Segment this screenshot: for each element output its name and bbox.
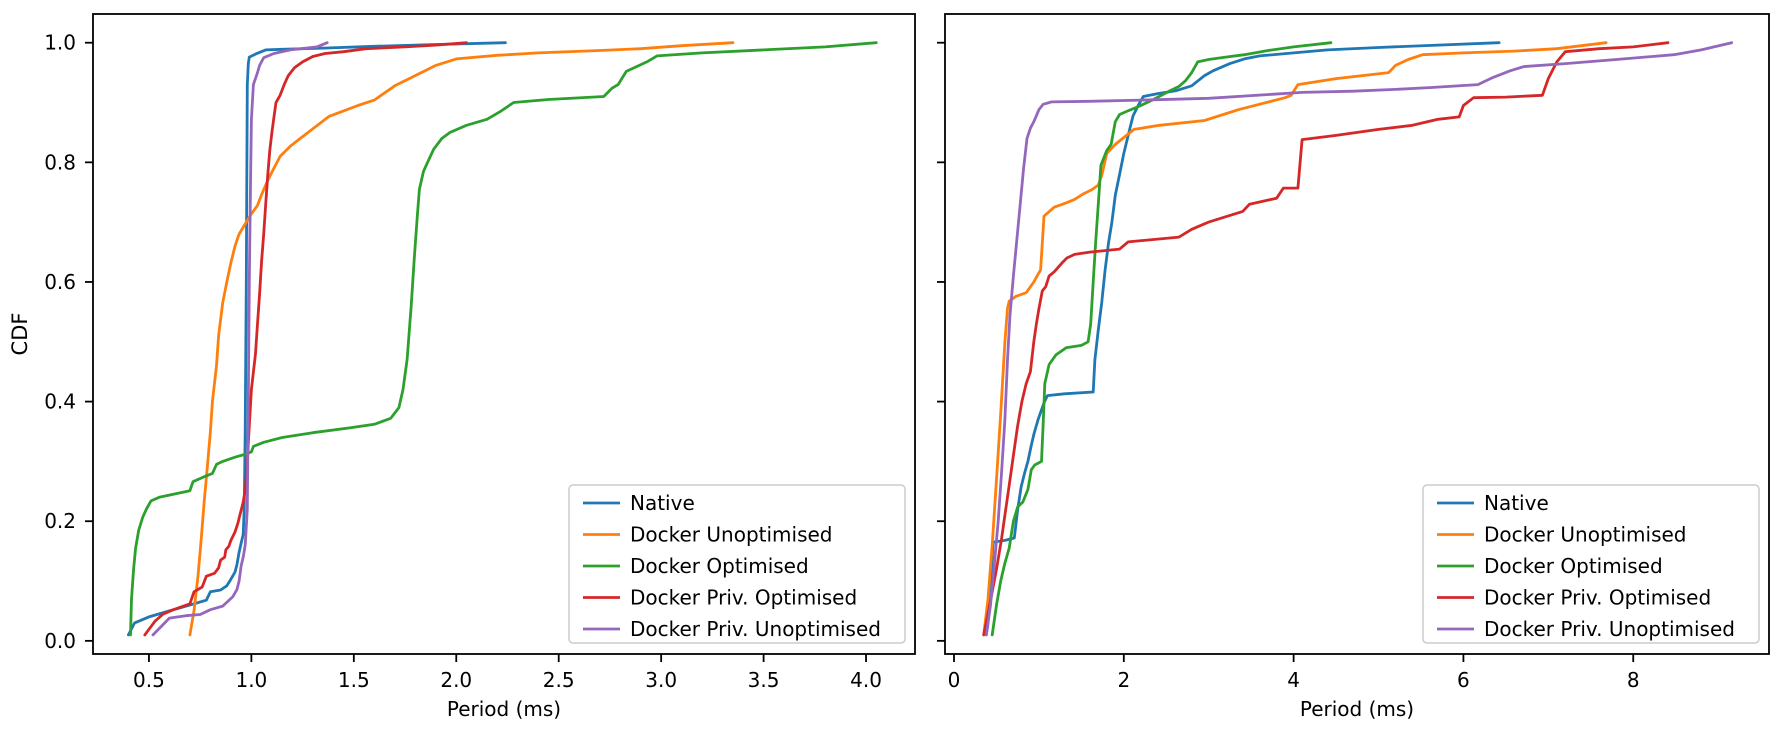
x-tick-label: 3.0: [645, 668, 677, 692]
series-line-docker-priv-unoptimised: [151, 41, 329, 637]
x-tick-label: 4: [1287, 668, 1300, 692]
y-tick-label: 0.0: [44, 629, 76, 653]
series-line-native: [126, 41, 507, 637]
legend-label: Docker Priv. Unoptimised: [630, 617, 881, 641]
legend-label: Native: [630, 491, 695, 515]
legend-label: Docker Priv. Optimised: [630, 586, 857, 610]
left-cdf-plot-legend: Native Docker Unoptimised Docker Optimised…: [568, 484, 906, 644]
y-tick-label: 0.6: [44, 270, 76, 294]
series-line-docker-optimised: [990, 41, 1333, 637]
legend-item-docker-priv-optimised: Docker Priv. Optimised: [1437, 586, 1711, 610]
legend-label: Native: [1484, 491, 1549, 515]
legend-label: Docker Unoptimised: [630, 523, 833, 547]
legend-item-native: Native: [1437, 491, 1549, 515]
legend-label: Docker Priv. Optimised: [1484, 586, 1711, 610]
left-cdf-plot-x-axis: 0.5 1.0 1.5 2.0 2.5 3.0 3.5 4.0: [133, 654, 882, 692]
legend-item-docker-optimised: Docker Optimised: [583, 554, 809, 578]
legend-label: Docker Unoptimised: [1484, 523, 1687, 547]
y-tick-label: 0.2: [44, 509, 76, 533]
series-line-docker-priv-unoptimised: [984, 41, 1734, 637]
x-tick-label: 0.5: [133, 668, 165, 692]
y-tick-label: 0.4: [44, 390, 76, 414]
x-tick-label: 4.0: [850, 668, 882, 692]
x-tick-label: 1.5: [338, 668, 370, 692]
legend-item-docker-unoptimised: Docker Unoptimised: [1437, 523, 1687, 547]
series-line-docker-priv-optimised: [143, 41, 468, 637]
legend-label: Docker Optimised: [1484, 554, 1663, 578]
left-cdf-plot-xlabel: Period (ms): [447, 697, 561, 721]
x-tick-label: 2.5: [543, 668, 575, 692]
x-tick-label: 8: [1627, 668, 1640, 692]
x-tick-label: 0: [948, 668, 961, 692]
right-cdf-plot-spines: [944, 13, 1770, 655]
series-line-docker-priv-optimised: [982, 41, 1670, 637]
legend-item-docker-priv-optimised: Docker Priv. Optimised: [583, 586, 857, 610]
legend-box: [1422, 484, 1760, 644]
series-line-docker-optimised: [129, 41, 878, 637]
x-tick-label: 2.0: [440, 668, 472, 692]
left-cdf-plot-ylabel: CDF: [8, 313, 32, 356]
right-cdf-plot-series: [982, 41, 1734, 637]
legend-item-docker-priv-unoptimised: Docker Priv. Unoptimised: [583, 617, 881, 641]
legend-label: Docker Priv. Unoptimised: [1484, 617, 1735, 641]
legend-box: [568, 484, 906, 644]
y-tick-label: 1.0: [44, 31, 76, 55]
right-cdf-plot-legend: Native Docker Unoptimised Docker Optimised…: [1422, 484, 1760, 644]
left-cdf-plot: 0.5 1.0 1.5 2.0 2.5 3.0 3.5 4.0 0.0 0.2 0.4 0.6 0.8 1…: [8, 13, 916, 721]
left-cdf-plot-y-axis: 0.0 0.2 0.4 0.6 0.8 1.0: [44, 31, 93, 653]
y-tick-label: 0.8: [44, 150, 76, 174]
x-tick-label: 1.0: [235, 668, 267, 692]
right-cdf-plot-x-axis: 0 2 4 6 8: [948, 654, 1640, 692]
legend-item-docker-optimised: Docker Optimised: [1437, 554, 1663, 578]
x-tick-label: 2: [1117, 668, 1130, 692]
right-cdf-plot-y-axis: [937, 41, 945, 642]
left-cdf-plot-series: [126, 41, 878, 637]
x-tick-label: 6: [1457, 668, 1470, 692]
legend-label: Docker Optimised: [630, 554, 809, 578]
legend-item-docker-unoptimised: Docker Unoptimised: [583, 523, 833, 547]
right-cdf-plot: 0 2 4 6 8 Period (ms) Native Docker Unoptimised…: [937, 13, 1770, 721]
left-cdf-plot-spines: [92, 13, 916, 655]
x-tick-label: 3.5: [748, 668, 780, 692]
legend-item-docker-priv-unoptimised: Docker Priv. Unoptimised: [1437, 617, 1735, 641]
legend-item-native: Native: [583, 491, 695, 515]
right-cdf-plot-xlabel: Period (ms): [1300, 697, 1414, 721]
